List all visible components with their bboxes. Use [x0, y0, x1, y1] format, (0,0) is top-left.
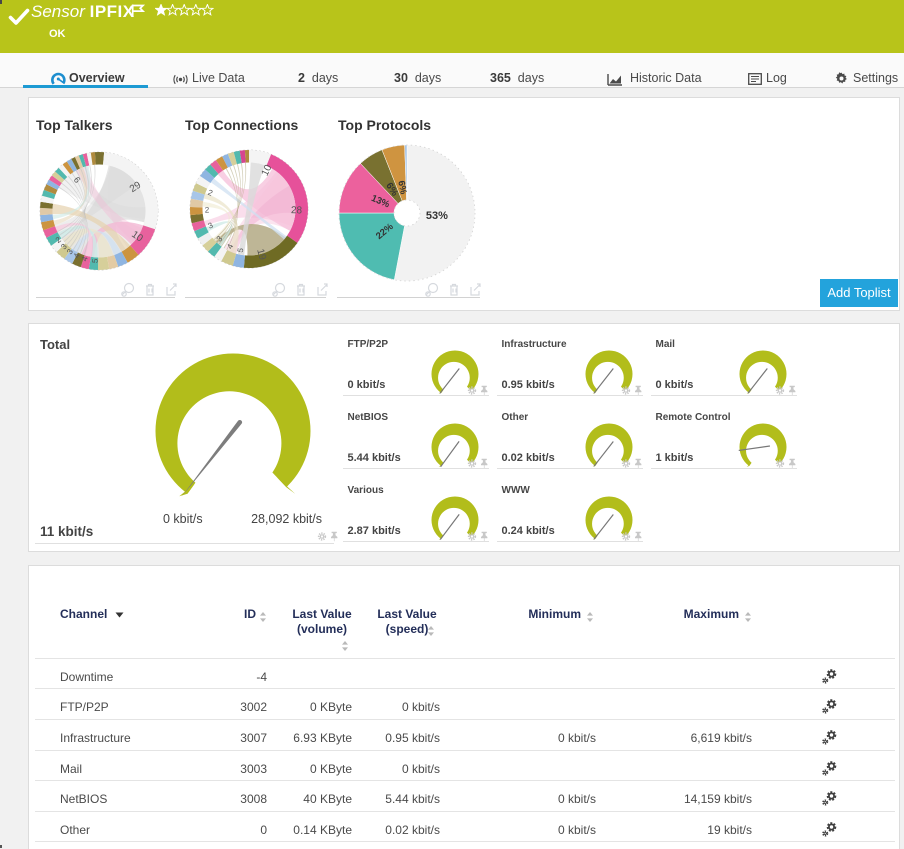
svg-text:4: 4	[72, 251, 82, 259]
svg-text:28: 28	[291, 205, 303, 216]
svg-text:4: 4	[225, 242, 235, 250]
svg-text:10: 10	[260, 163, 275, 178]
svg-text:2: 2	[206, 188, 214, 198]
svg-text:5: 5	[90, 258, 99, 264]
svg-text:5: 5	[236, 247, 246, 254]
svg-text:2: 2	[54, 235, 63, 245]
svg-text:2: 2	[205, 205, 210, 214]
svg-text:3: 3	[207, 220, 215, 230]
svg-text:3: 3	[65, 247, 75, 256]
svg-text:19: 19	[254, 248, 268, 262]
svg-text:6: 6	[72, 175, 83, 185]
svg-text:3: 3	[59, 242, 69, 252]
svg-text:53%: 53%	[426, 210, 448, 222]
svg-text:6%: 6%	[395, 180, 409, 196]
svg-text:3: 3	[215, 234, 225, 244]
svg-text:4: 4	[80, 255, 90, 262]
